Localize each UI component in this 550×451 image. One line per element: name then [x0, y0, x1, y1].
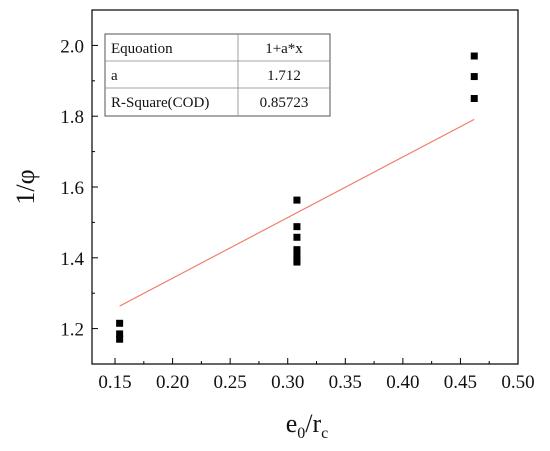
fit-table-cell: R-Square(COD) [111, 95, 209, 111]
x-axis-title-subc: c [321, 425, 328, 442]
data-point [293, 233, 301, 241]
data-point [293, 251, 301, 259]
data-point [470, 73, 478, 81]
data-point [116, 335, 124, 343]
x-tick-label: 0.45 [444, 372, 477, 393]
x-axis-title-sep: /r [305, 409, 321, 438]
data-points [116, 52, 478, 343]
fit-line [119, 118, 475, 307]
x-tick-label: 0.35 [329, 372, 362, 393]
y-axis-ticks: 1.2 1.4 1.6 1.8 2.0 [60, 36, 98, 341]
data-point [293, 196, 301, 204]
x-axis-ticks: 0.15 0.20 0.25 0.30 0.35 0.40 0.45 0.50 [98, 358, 535, 393]
fit-table-cell: Equoation [111, 41, 173, 57]
x-tick-label: 0.20 [156, 372, 189, 393]
x-axis-title-main: e [286, 409, 298, 438]
y-tick-label: 1.4 [60, 249, 84, 270]
y-tick-label: 1.8 [60, 107, 84, 128]
y-tick-label: 2.0 [60, 36, 84, 57]
data-point [116, 319, 124, 327]
fit-table-cell: a [111, 68, 118, 84]
x-tick-label: 0.15 [98, 372, 131, 393]
y-tick-label: 1.6 [60, 178, 84, 199]
fit-table-border [104, 33, 331, 117]
fit-table-cell: 0.85723 [260, 95, 309, 111]
x-tick-label: 0.25 [214, 372, 247, 393]
fit-results-table: Equoation 1+a*x a 1.712 R-Square(COD) 0.… [104, 33, 331, 117]
fit-line-group [119, 118, 475, 307]
fit-table-cell: 1+a*x [265, 41, 303, 57]
data-point [293, 246, 301, 254]
data-point [293, 258, 301, 266]
x-tick-label: 0.50 [501, 372, 534, 393]
x-axis-title-sub0: 0 [297, 425, 305, 442]
x-tick-label: 0.40 [386, 372, 419, 393]
fit-table-cell: 1.712 [267, 68, 301, 84]
x-tick-label: 0.30 [271, 372, 304, 393]
y-tick-label: 1.2 [60, 320, 84, 341]
data-point [116, 330, 124, 338]
data-point [293, 223, 301, 231]
data-point [470, 52, 478, 60]
data-point [470, 95, 478, 102]
x-axis-title: e0/rc [286, 409, 329, 442]
y-axis-title: 1/φ [11, 169, 40, 204]
